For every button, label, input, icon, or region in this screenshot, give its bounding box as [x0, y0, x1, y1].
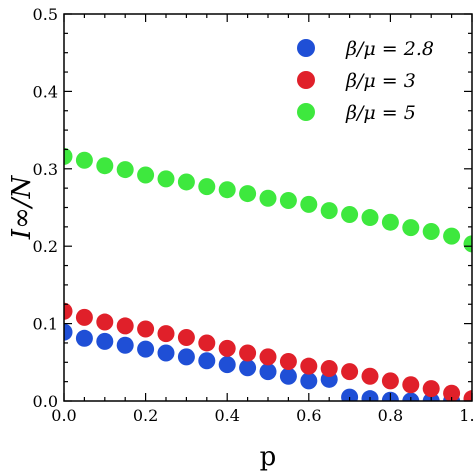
- x-axis-title: p: [260, 442, 277, 472]
- data-point-series-2: [463, 390, 472, 401]
- data-point-series-1: [218, 356, 236, 374]
- data-point-series-2: [341, 363, 359, 381]
- data-point-series-3: [300, 195, 318, 213]
- data-point-series-2: [157, 325, 175, 343]
- legend-label-3: β/μ = 5: [345, 102, 416, 124]
- legend-label-1: β/μ = 2.8: [345, 38, 434, 60]
- data-point-series-2: [218, 339, 236, 357]
- data-point-series-2: [137, 320, 155, 338]
- y-tick-label: 0.1: [33, 315, 58, 334]
- data-point-series-2: [96, 313, 114, 331]
- data-point-series-1: [116, 336, 134, 354]
- legend-label-2: β/μ = 3: [345, 70, 416, 92]
- data-point-series-3: [64, 147, 73, 165]
- data-point-series-3: [116, 161, 134, 179]
- data-point-series-2: [361, 367, 379, 385]
- data-point-series-3: [422, 222, 440, 240]
- x-tick-label: 0.8: [378, 406, 403, 425]
- data-point-series-1: [64, 323, 73, 341]
- legend: β/μ = 2.8 β/μ = 3 β/μ = 5: [297, 38, 434, 124]
- data-point-series-1: [279, 367, 297, 385]
- data-point-series-2: [402, 376, 420, 394]
- data-point-series-1: [96, 332, 114, 350]
- data-point-series-3: [137, 166, 155, 184]
- data-point-series-3: [320, 202, 338, 220]
- data-point-series-3: [239, 185, 257, 203]
- x-tick-label: 0.4: [214, 406, 239, 425]
- data-point-series-3: [75, 151, 93, 169]
- data-point-series-3: [177, 173, 195, 191]
- x-tick-label: 1.0: [459, 406, 474, 425]
- data-point-series-3: [341, 205, 359, 223]
- data-point-series-1: [137, 340, 155, 358]
- y-tick-label: 0.4: [33, 82, 58, 101]
- legend-marker-2: [297, 71, 315, 89]
- y-tick-label: 0.5: [33, 5, 58, 24]
- data-point-series-2: [300, 357, 318, 375]
- ticks-layer: 0.0 0.2 0.4 0.6 0.8 1.0 0.0 0.1 0.2 0.3 0.4 0.5: [33, 5, 474, 425]
- legend-marker-1: [297, 39, 315, 57]
- data-point-series-1: [259, 363, 277, 381]
- data-point-series-1: [177, 348, 195, 366]
- data-point-series-2: [64, 302, 73, 320]
- data-point-series-3: [218, 181, 236, 199]
- data-point-series-3: [402, 219, 420, 237]
- data-point-series-3: [157, 170, 175, 188]
- y-tick-label: 0.0: [33, 392, 58, 411]
- data-point-series-1: [300, 372, 318, 390]
- data-point-series-1: [341, 388, 359, 401]
- data-point-series-1: [402, 392, 420, 401]
- data-point-series-2: [279, 353, 297, 371]
- data-point-series-2: [239, 344, 257, 362]
- data-point-series-3: [279, 192, 297, 210]
- data-point-series-2: [443, 384, 461, 401]
- data-point-series-1: [361, 390, 379, 401]
- data-point-series-1: [157, 344, 175, 362]
- data-point-series-2: [116, 317, 134, 335]
- x-tick-label: 0.6: [296, 406, 321, 425]
- y-tick-label: 0.2: [33, 237, 58, 256]
- x-tick-label: 0.0: [51, 406, 76, 425]
- data-point-series-3: [198, 178, 216, 196]
- data-point-series-2: [422, 380, 440, 398]
- data-point-series-3: [443, 227, 461, 245]
- data-point-series-3: [381, 213, 399, 231]
- legend-marker-3: [297, 103, 315, 121]
- data-point-series-3: [361, 209, 379, 227]
- data-point-series-3: [96, 157, 114, 175]
- data-point-series-1: [198, 352, 216, 370]
- data-point-series-2: [198, 334, 216, 352]
- points-layer: [64, 147, 472, 401]
- data-point-series-3: [463, 235, 472, 253]
- data-point-series-1: [75, 329, 93, 347]
- data-point-series-2: [259, 348, 277, 366]
- data-point-series-1: [239, 359, 257, 377]
- data-point-series-3: [259, 189, 277, 207]
- x-tick-label: 0.2: [133, 406, 158, 425]
- y-axis-title: I∞/N: [7, 175, 37, 241]
- data-point-series-2: [75, 308, 93, 326]
- data-point-series-2: [320, 359, 338, 377]
- data-point-series-2: [177, 329, 195, 347]
- data-point-series-2: [381, 372, 399, 390]
- y-tick-label: 0.3: [33, 160, 58, 179]
